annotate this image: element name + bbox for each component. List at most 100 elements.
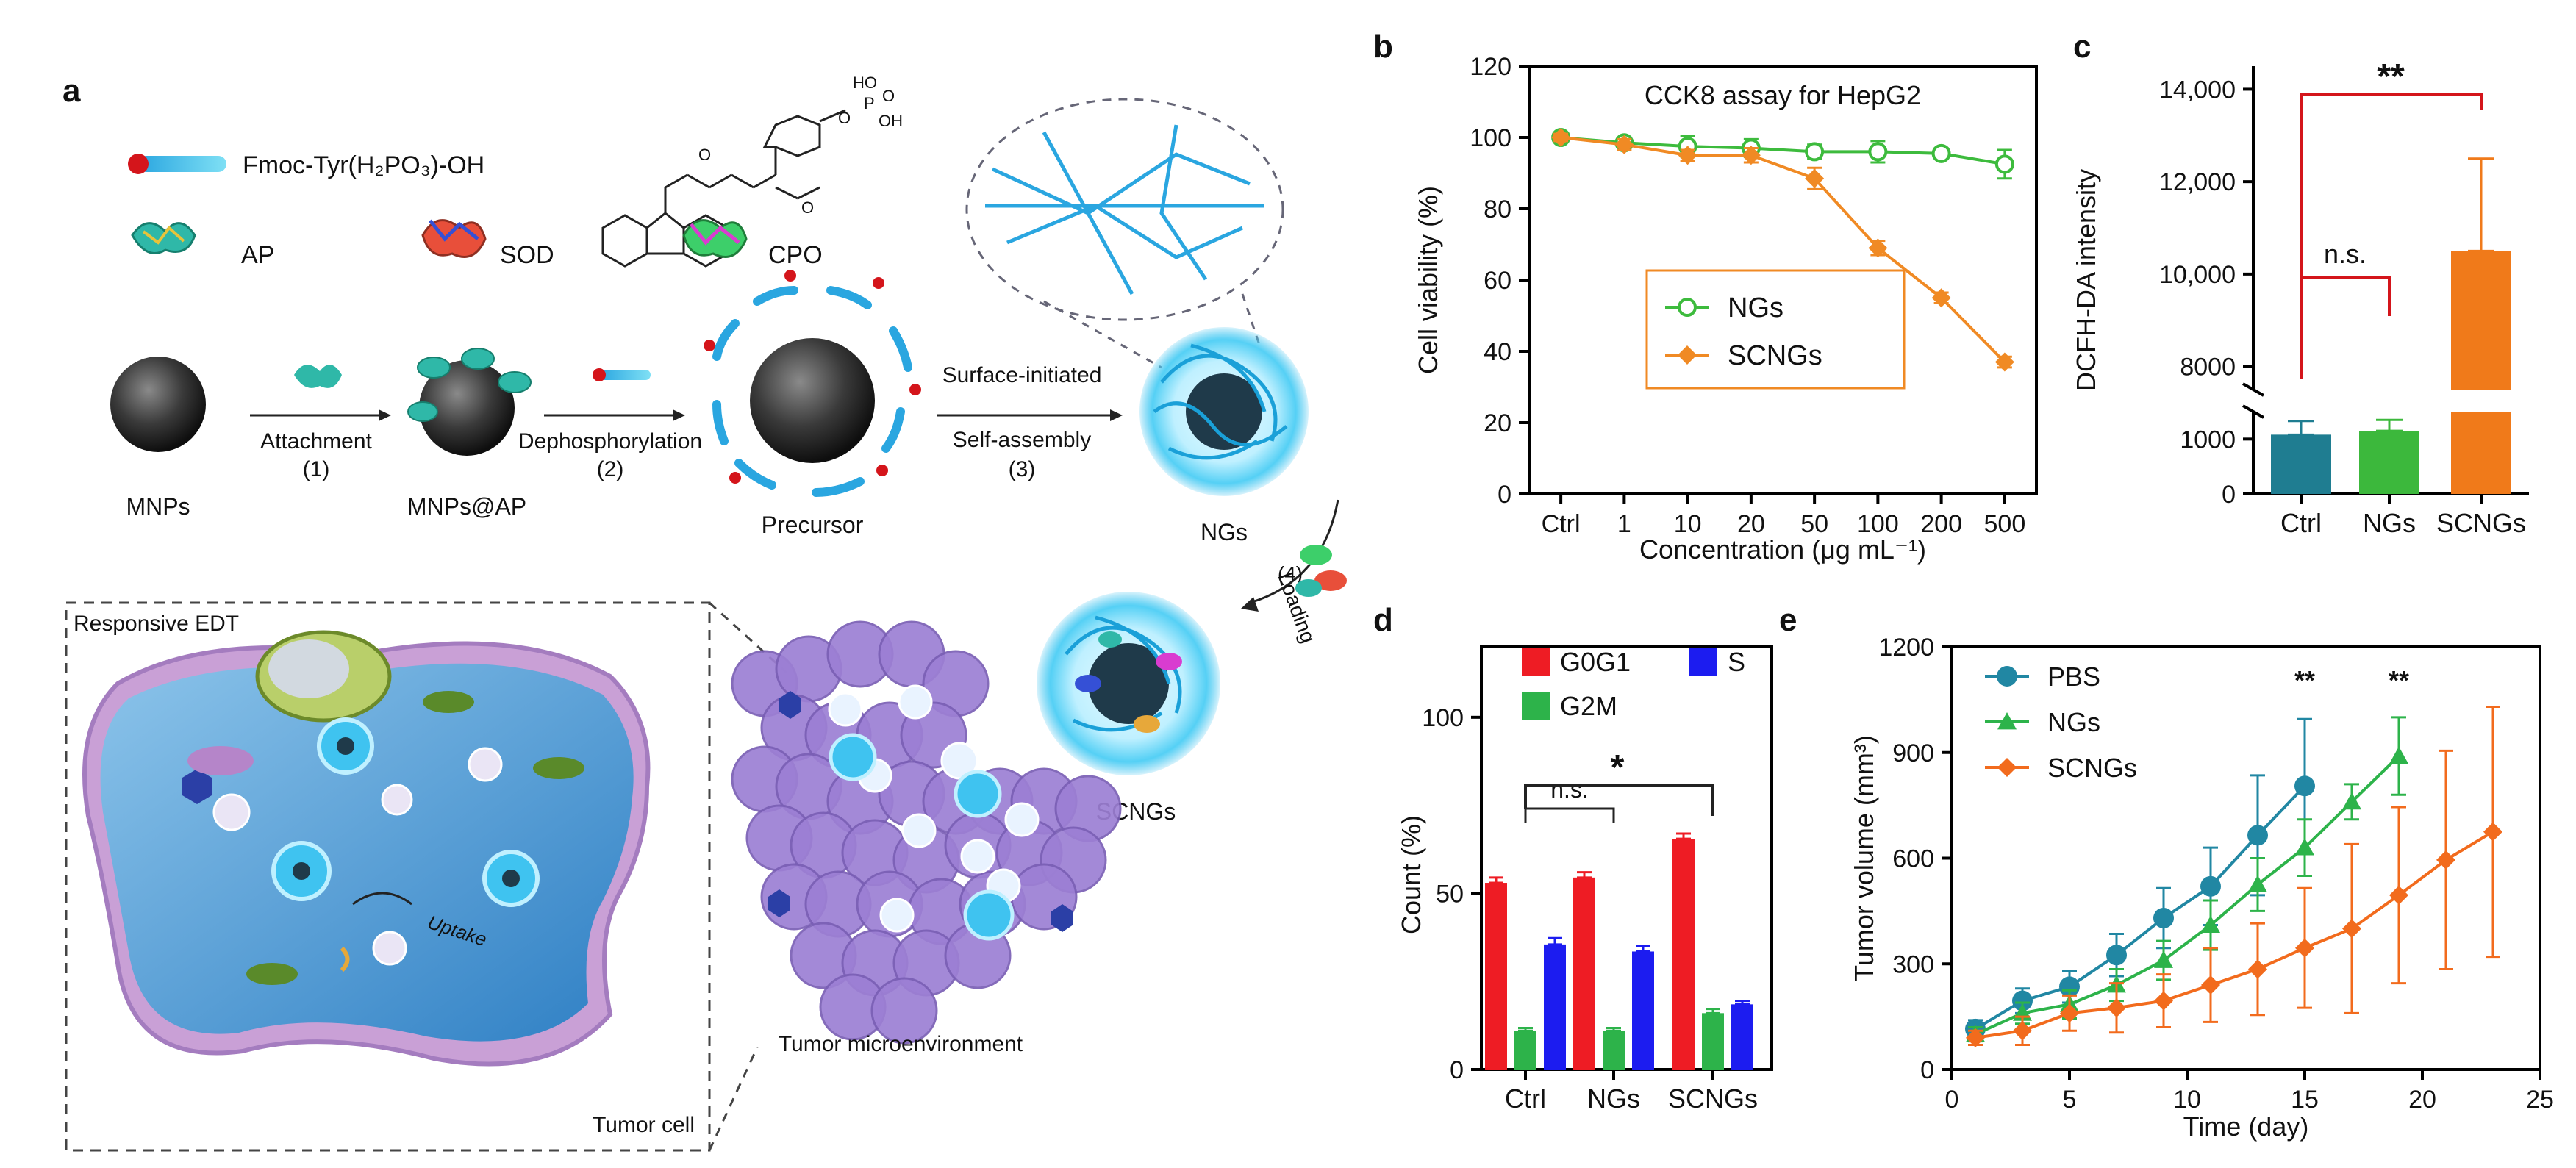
y-tick-label: 60 bbox=[1484, 267, 1511, 295]
bar-G2M-NGs bbox=[1603, 1031, 1625, 1070]
legend-label: SCNGs bbox=[2047, 753, 2137, 783]
bar-Ctrl bbox=[2271, 434, 2331, 494]
x-tick-label: SCNGs bbox=[1668, 1083, 1758, 1114]
data-point-SCNGs bbox=[2483, 822, 2502, 842]
cpo-enzyme-icon bbox=[682, 219, 748, 258]
y-tick-label: 300 bbox=[1892, 950, 1934, 978]
step2-label: Dephosphorylation bbox=[518, 429, 702, 454]
data-point-SCNGs bbox=[2342, 919, 2361, 939]
legend-marker bbox=[1997, 666, 2017, 687]
ngs-label: NGs bbox=[1201, 519, 1248, 545]
y-tick-label: 20 bbox=[1484, 409, 1511, 437]
fmoc-label: Fmoc-Tyr(H₂PO₃)-OH bbox=[243, 151, 484, 179]
step3-number: (3) bbox=[1009, 457, 1036, 481]
precursor-label: Precursor bbox=[762, 512, 864, 538]
x-tick-label: 10 bbox=[1674, 510, 1702, 538]
y-tick-label: 100 bbox=[1470, 124, 1511, 152]
precursor-icon bbox=[704, 270, 921, 497]
ap-decoration bbox=[407, 348, 532, 422]
data-point-SCNGs bbox=[1868, 238, 1888, 258]
panel-label-e: e bbox=[1779, 602, 1797, 638]
arrow-step4 bbox=[1249, 499, 1339, 604]
step1-label: Attachment bbox=[260, 429, 372, 454]
y-tick-label: 0 bbox=[1450, 1056, 1464, 1084]
mnps-label: MNPs bbox=[126, 493, 190, 520]
x-tick-label: 20 bbox=[2408, 1086, 2436, 1114]
data-point-SCNGs bbox=[1741, 146, 1761, 165]
y-tick-label: 1200 bbox=[1878, 634, 1934, 662]
panel-label-c: c bbox=[2073, 29, 2091, 65]
legend-label: NGs bbox=[2047, 707, 2100, 737]
y-tick-label: 80 bbox=[1484, 196, 1511, 223]
svg-text:O: O bbox=[801, 198, 814, 217]
sig-label: ** bbox=[2294, 665, 2315, 695]
data-point-SCNGs bbox=[1614, 135, 1634, 154]
legend-label: PBS bbox=[2047, 662, 2100, 692]
data-point-NGs bbox=[2201, 915, 2220, 933]
svg-text:P: P bbox=[864, 94, 875, 112]
y-tick-label: 40 bbox=[1484, 338, 1511, 366]
data-point-PBS bbox=[2012, 990, 2033, 1011]
x-tick-label: NGs bbox=[1587, 1083, 1640, 1114]
fmoc-rod-icon bbox=[128, 154, 226, 174]
x-tick-label: Ctrl bbox=[1542, 510, 1581, 538]
data-point-NGs bbox=[2154, 950, 2173, 968]
tumor-microenvironment-illustration bbox=[731, 620, 1122, 1045]
axis-break bbox=[2242, 382, 2264, 397]
y-tick-label: 10,000 bbox=[2159, 261, 2236, 289]
bar-SCNGs-upper bbox=[2451, 251, 2511, 390]
plot-frame bbox=[1528, 65, 2038, 495]
data-point-SCNGs bbox=[2060, 1003, 2079, 1023]
x-axis-label: Time (day) bbox=[2183, 1111, 2309, 1142]
bar-SCNGs bbox=[2451, 412, 2511, 494]
y-tick-label: 600 bbox=[1892, 845, 1934, 873]
tumor-cell-illustration bbox=[82, 630, 651, 1067]
legend-swatch bbox=[1689, 648, 1717, 676]
y-axis-label: Cell viability (%) bbox=[1413, 186, 1443, 374]
x-tick-label: 500 bbox=[1984, 510, 2026, 538]
ap-small-icon bbox=[294, 365, 342, 388]
data-point-NGs bbox=[1805, 142, 1825, 162]
legend-label: G0G1 bbox=[1560, 647, 1631, 677]
bar-G0G1-NGs bbox=[1573, 877, 1595, 1070]
bar-NGs bbox=[2359, 431, 2419, 494]
svg-text:O: O bbox=[838, 109, 851, 127]
sig-label-high: ** bbox=[2377, 57, 2405, 96]
bar-S-NGs bbox=[1632, 951, 1654, 1070]
tme-label: Tumor microenvironment bbox=[779, 1032, 1023, 1056]
legend-label: SCNGs bbox=[1728, 340, 1822, 371]
data-point-SCNGs bbox=[1966, 1028, 1985, 1047]
step3-label-a: Surface-initiated bbox=[942, 363, 1102, 387]
enzyme-sod-label: SOD bbox=[500, 241, 554, 269]
legend-swatch bbox=[1522, 648, 1550, 676]
y-tick-label: 0 bbox=[2222, 481, 2236, 509]
scngs-nanogel-icon bbox=[1037, 592, 1220, 775]
x-tick-label: Ctrl bbox=[2280, 508, 2322, 538]
data-point-SCNGs bbox=[2201, 975, 2220, 995]
x-tick-label: 200 bbox=[1920, 510, 1962, 538]
data-point-SCNGs bbox=[2154, 991, 2173, 1011]
y-tick-label: 1000 bbox=[2180, 426, 2236, 454]
legend-marker bbox=[1678, 298, 1697, 317]
responsive-edt-box bbox=[65, 601, 711, 1152]
panel-c-chart: c 0 1000 8000 10,000 12,000 14,000 DCFH-DA int… bbox=[2071, 29, 2529, 538]
x-tick-label: 5 bbox=[2063, 1086, 2077, 1114]
data-point-PBS bbox=[2247, 825, 2268, 846]
legend-label: S bbox=[1728, 647, 1745, 677]
panel-d-chart: d 0 50 100 Count (%) Ctrl NGs SCNGs G0G1 G2M Sn.s… bbox=[1373, 602, 1773, 1114]
enzyme-ap-label: AP bbox=[241, 241, 274, 269]
step2-number: (2) bbox=[597, 457, 624, 481]
sod-enzyme-icon bbox=[421, 219, 487, 258]
tumor-cell-label: Tumor cell bbox=[593, 1113, 695, 1137]
bar-G0G1-SCNGs bbox=[1672, 839, 1695, 1070]
series-line-NGs bbox=[1560, 136, 2006, 166]
legend-marker bbox=[1678, 345, 1697, 365]
sig-label-ns: n.s. bbox=[1550, 776, 1589, 803]
x-tick-label: SCNGs bbox=[2436, 508, 2526, 538]
sig-label-high: * bbox=[1611, 748, 1625, 787]
y-tick-label: 12,000 bbox=[2159, 168, 2236, 196]
responsive-edt-label: Responsive EDT bbox=[74, 612, 239, 636]
data-point-PBS bbox=[2294, 775, 2315, 797]
series-line-SCNGs bbox=[1975, 830, 2494, 1039]
